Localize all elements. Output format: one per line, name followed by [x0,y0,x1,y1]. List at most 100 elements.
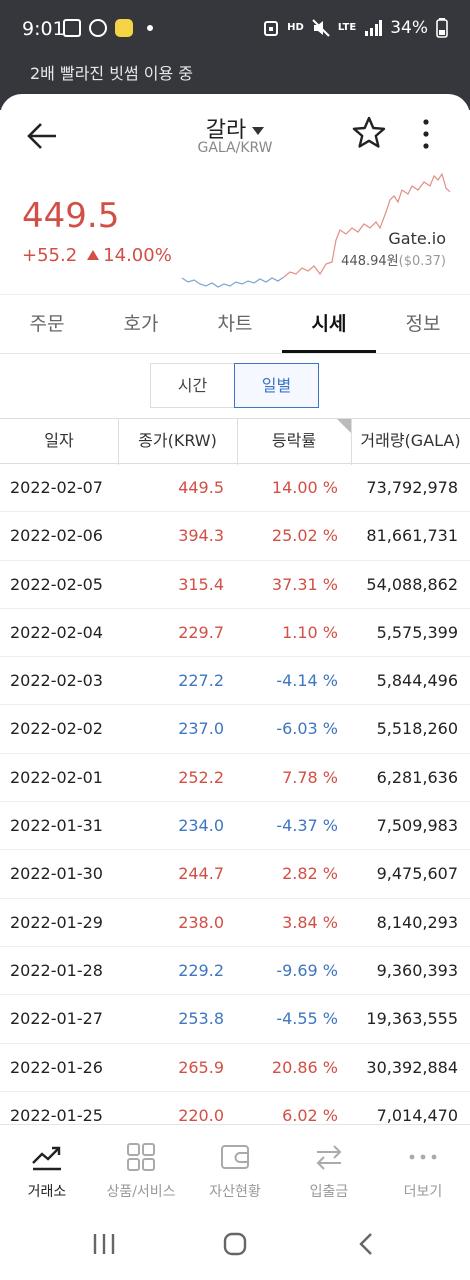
favorite-star-icon[interactable] [352,116,386,150]
transfer-arrows-icon [316,1145,342,1170]
row-volume: 5,518,260 [376,719,458,739]
alarm-icon [264,21,279,36]
mute-icon [312,19,330,37]
row-date: 2022-02-02 [10,719,103,739]
row-volume: 5,575,399 [376,622,458,642]
table-row: 2022-01-31 234.0 -4.37 % 7,509,983 [0,802,470,851]
row-date: 2022-01-27 [10,1009,103,1029]
row-volume: 6,281,636 [376,767,458,787]
table-row: 2022-01-25 220.0 6.02 % 7,014,470 [0,1092,470,1124]
row-volume: 81,661,731 [366,526,458,546]
tab-chart[interactable]: 차트 [217,313,253,335]
change-rate: 14.00% [103,245,172,266]
table-row: 2022-01-27 253.8 -4.55 % 19,363,555 [0,995,470,1044]
exchange-price-usd: ($0.37) [398,254,446,269]
exchange-price-krw: 448.94원 [341,254,399,269]
battery-percent: 34% [390,18,428,38]
row-change-rate: -4.55 % [276,1009,338,1029]
exchange-chart-icon [32,1146,61,1171]
grid-icon [127,1143,155,1171]
nav-label: 상품/서비스 [106,1184,176,1200]
more-options-icon[interactable] [418,118,434,150]
header-divider [237,419,238,465]
tab-market-price[interactable]: 시세 [311,313,347,335]
row-date: 2022-02-07 [10,478,103,497]
table-row: 2022-01-29 238.0 3.84 % 8,140,293 [0,899,470,947]
coin-selector[interactable]: 갈라 [0,112,470,144]
table-header: 일자 종가(KRW) 등락률 거래량(GALA) [0,418,470,465]
status-bar: 9:01 HD LTE 34% [0,0,470,58]
row-close-price: 265.9 [178,1057,224,1077]
tab-orderbook[interactable]: 호가 [123,313,159,335]
chat-notification-icon [115,19,133,37]
row-close-price: 229.7 [178,622,224,642]
tab-order[interactable]: 주문 [29,313,65,335]
row-close-price: 244.7 [178,864,224,884]
price-change: +55.2 14.00% [22,245,172,266]
trading-pair: GALA/KRW [197,140,273,156]
row-date: 2022-02-03 [10,671,103,691]
wallet-icon [221,1145,249,1169]
nav-label: 거래소 [27,1184,67,1200]
table-row: 2022-02-05 315.4 37.31 % 54,088,862 [0,561,470,609]
row-change-rate: -4.14 % [276,671,338,691]
row-date: 2022-01-26 [10,1057,103,1077]
row-date: 2022-02-06 [10,526,103,546]
app-notification-icon [89,19,107,37]
nav-label: 입출금 [309,1184,349,1200]
header-date: 일자 [44,431,74,450]
row-date: 2022-02-01 [10,767,103,787]
notification-icons [63,19,153,37]
tab-info[interactable]: 정보 [405,313,441,335]
header-rate[interactable]: 등락률 [271,431,317,450]
row-volume: 7,014,470 [376,1105,458,1124]
system-navigation-bar [0,1206,470,1280]
daily-price-table[interactable]: 2022-02-07 449.5 14.00 % 73,792,978 2022-02-… [0,464,470,1124]
exchange-price: 448.94원($0.37) [341,250,446,269]
nav-deposit-withdraw[interactable]: 입출금 [282,1125,376,1207]
row-change-rate: -6.03 % [276,719,338,739]
change-amount: +55.2 [22,245,78,266]
row-change-rate: 1.10 % [282,622,338,642]
row-close-price: 234.0 [178,816,224,836]
row-volume: 8,140,293 [376,912,458,932]
back-arrow-icon[interactable] [26,120,58,152]
signal-icon [365,20,383,36]
row-date: 2022-02-05 [10,574,103,594]
row-date: 2022-01-28 [10,960,103,980]
segment-time[interactable]: 시간 [150,363,235,408]
row-change-rate: 7.78 % [282,767,338,787]
nav-products[interactable]: 상품/서비스 [94,1125,188,1207]
main-card [0,94,470,1280]
segment-daily[interactable]: 일별 [234,363,319,408]
nav-label: 더보기 [403,1184,443,1200]
row-change-rate: 20.86 % [271,1057,338,1077]
row-date: 2022-01-30 [10,864,103,884]
row-date: 2022-01-29 [10,912,103,932]
header-volume: 거래량(GALA) [360,431,461,450]
row-close-price: 449.5 [178,478,224,497]
table-row: 2022-01-28 229.2 -9.69 % 9,360,393 [0,947,470,996]
nav-more[interactable]: 더보기 [376,1125,470,1207]
row-close-price: 220.0 [178,1105,224,1124]
table-row: 2022-02-03 227.2 -4.14 % 5,844,496 [0,657,470,706]
row-volume: 54,088,862 [366,574,458,594]
active-tab-underline [282,350,376,353]
nav-assets[interactable]: 자산현황 [188,1125,282,1207]
system-back-icon[interactable] [356,1232,376,1256]
row-volume: 30,392,884 [366,1057,458,1077]
lte-indicator: LTE [337,22,357,33]
recent-apps-icon[interactable] [92,1232,116,1256]
row-volume: 73,792,978 [366,478,458,497]
more-notifications-dot-icon [147,25,153,31]
status-time: 9:01 [22,18,65,40]
row-close-price: 252.2 [178,767,224,787]
row-date: 2022-01-25 [10,1105,103,1124]
row-date: 2022-02-04 [10,622,103,642]
row-change-rate: 2.82 % [282,864,338,884]
table-row: 2022-02-04 229.7 1.10 % 5,575,399 [0,609,470,658]
bottom-navigation: 거래소 상품/서비스 자산현황 입출금 더보기 [0,1124,470,1206]
sparkline-down-segment [181,276,285,288]
home-icon[interactable] [223,1232,247,1256]
nav-exchange[interactable]: 거래소 [0,1125,94,1207]
